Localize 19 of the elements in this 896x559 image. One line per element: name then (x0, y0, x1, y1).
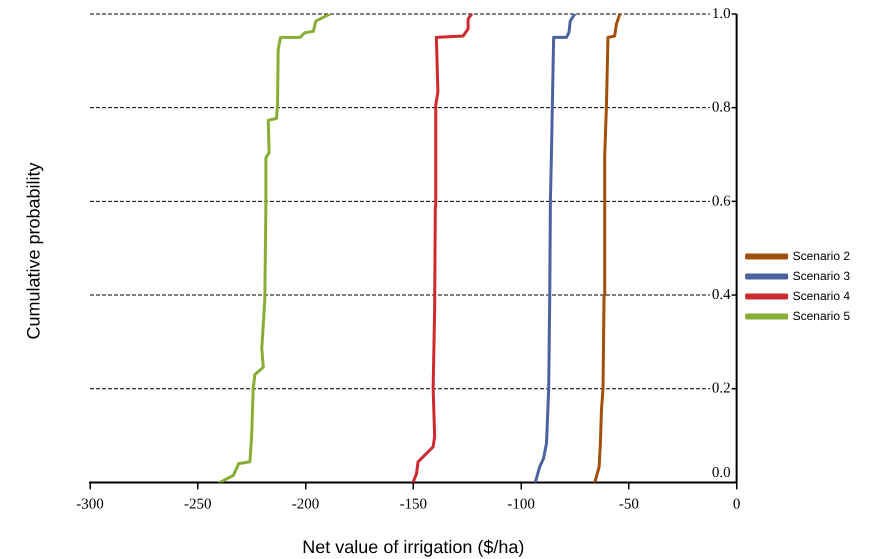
x-tick-label: -150 (400, 496, 428, 512)
y-tick-label: 0.0 (712, 464, 731, 481)
y-axis-title: Cumulative probability (24, 162, 44, 340)
legend-label: Scenario 2 (792, 248, 850, 263)
legend-label: Scenario 5 (792, 308, 850, 323)
x-tick-label: -250 (184, 496, 212, 512)
legend-label: Scenario 4 (792, 288, 850, 303)
x-axis-title: Net value of irrigation ($/ha) (302, 537, 524, 558)
legend-label: Scenario 3 (792, 268, 850, 283)
x-tick-label: -100 (507, 496, 535, 512)
y-tick-label: 1.0 (712, 6, 731, 22)
x-tick-label: -300 (76, 496, 104, 512)
x-tick-label: -50 (618, 496, 639, 512)
y-tick-label: 0.8 (712, 100, 731, 116)
x-tick-label: -200 (292, 496, 320, 512)
y-tick-label: 0.2 (712, 380, 731, 397)
y-tick-label: 0.4 (712, 286, 732, 303)
x-tick-label: 0 (732, 496, 740, 512)
y-tick-label: 0.6 (712, 193, 732, 210)
